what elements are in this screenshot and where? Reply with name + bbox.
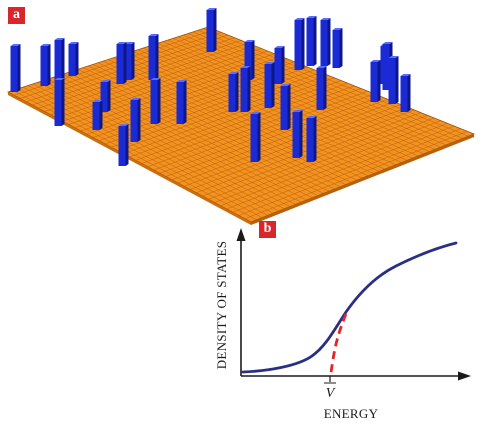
pillar xyxy=(150,78,161,124)
dos-extrapolation-dashed xyxy=(329,313,348,376)
panel-b-label: b xyxy=(259,221,276,238)
pillar xyxy=(316,66,327,110)
pillars xyxy=(10,8,411,166)
pillar xyxy=(54,38,65,84)
pillar xyxy=(130,98,141,142)
pillar xyxy=(116,42,127,84)
pillar xyxy=(400,74,411,112)
pillar xyxy=(68,42,79,76)
pillar xyxy=(176,80,187,124)
pillar xyxy=(274,46,285,84)
pillar xyxy=(124,42,135,80)
pillar xyxy=(280,84,291,130)
pillar xyxy=(206,8,217,52)
pillar xyxy=(306,116,317,162)
pillar xyxy=(294,18,305,70)
pillar xyxy=(54,78,65,126)
pillar xyxy=(100,80,111,112)
pillar xyxy=(264,62,275,108)
pillar xyxy=(388,56,399,104)
pillar xyxy=(332,28,343,68)
xtick-label: V xyxy=(326,386,336,401)
pillar xyxy=(10,44,21,92)
pillar xyxy=(118,124,129,166)
pillar xyxy=(250,112,261,162)
y-axis-arrow xyxy=(236,228,246,241)
xlabel: ENERGY xyxy=(324,406,379,421)
pillar xyxy=(40,44,51,86)
pillar xyxy=(306,16,317,66)
plot-lines xyxy=(236,228,471,382)
x-axis-arrow xyxy=(458,371,471,381)
ylabel: DENSITY OF STATES xyxy=(214,241,229,370)
pillar xyxy=(292,110,303,158)
pillar xyxy=(244,40,255,80)
pillar xyxy=(92,100,103,130)
panel-a-label: a xyxy=(8,7,25,24)
dos-curve xyxy=(241,241,458,374)
pillar xyxy=(228,72,239,112)
pillar xyxy=(148,34,159,80)
pillar xyxy=(370,60,381,102)
pillar xyxy=(240,66,251,112)
pillar xyxy=(320,18,331,66)
